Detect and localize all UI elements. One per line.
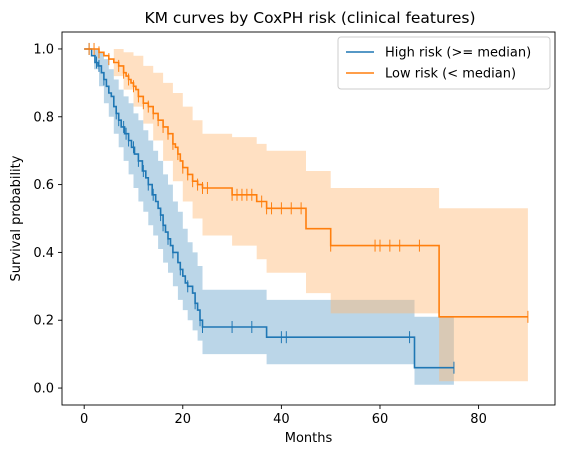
y-axis-title: Survival probability <box>9 155 24 281</box>
x-tick-label: 20 <box>175 412 192 427</box>
chart-title: KM curves by CoxPH risk (clinical featur… <box>144 9 475 27</box>
x-tick-label: 0 <box>80 412 88 427</box>
y-tick-label: 0.8 <box>33 110 54 125</box>
plot-frame <box>61 31 556 406</box>
low-risk-legend-label: Low risk (< median) <box>385 67 516 82</box>
plot-area <box>84 42 529 385</box>
y-tick-label: 0.6 <box>33 178 54 193</box>
y-tick-label: 0.0 <box>33 382 54 397</box>
y-tick-label: 1.0 <box>33 42 54 57</box>
y-tick-label: 0.4 <box>33 246 54 261</box>
x-axis-title: Months <box>285 431 333 446</box>
high-risk-ci-band <box>84 49 454 385</box>
legend: High risk (>= median) Low risk (< median) <box>337 36 551 90</box>
axes: 0 20 40 60 80 0.0 0.2 0.4 0.6 0.8 1.0 <box>33 42 487 427</box>
high-risk-survival-line <box>84 48 454 369</box>
x-tick-label: 60 <box>372 412 389 427</box>
high-risk-legend-label: High risk (>= median) <box>385 46 531 61</box>
x-tick-label: 80 <box>470 412 487 427</box>
y-tick-label: 0.2 <box>33 314 54 329</box>
legend-box <box>337 36 551 90</box>
x-tick-label: 40 <box>273 412 290 427</box>
